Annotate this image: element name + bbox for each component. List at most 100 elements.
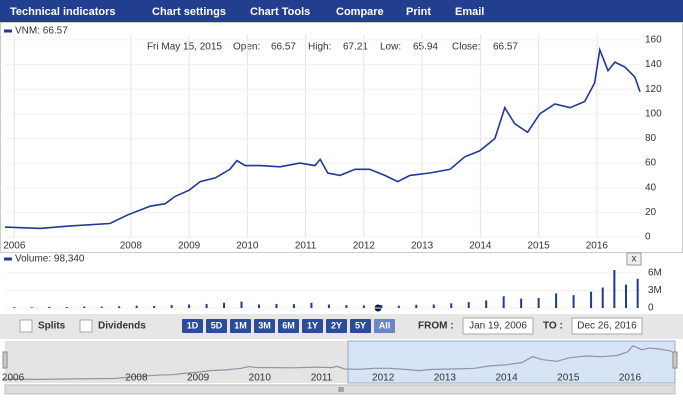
volume-bar [380, 305, 383, 308]
range-button-label[interactable]: 6M [282, 320, 295, 330]
navigator-handle[interactable] [672, 351, 678, 369]
y-tick-label: 80 [645, 133, 657, 144]
info-label: Close: [452, 42, 480, 53]
volume-bar [118, 306, 121, 308]
scrollbar-grip[interactable]: III [338, 387, 344, 394]
range-button[interactable] [230, 319, 251, 333]
navigator-tick-label: 2016 [619, 373, 642, 384]
info-value: 66.57 [271, 42, 296, 53]
price-line [4, 46, 641, 230]
volume-bar [485, 300, 488, 308]
navigator-line [3, 345, 676, 381]
volume-bar [450, 303, 453, 308]
y-tick-label: 100 [645, 108, 662, 119]
navigator-tick-label: 2010 [249, 373, 272, 384]
close-icon[interactable]: x [632, 254, 637, 265]
volume-bar [30, 307, 33, 308]
navigator-window[interactable] [347, 340, 676, 384]
volume-bar [83, 306, 86, 308]
range-button-label[interactable]: 2Y [331, 320, 342, 330]
range-button[interactable] [374, 319, 395, 333]
range-button[interactable] [302, 319, 323, 333]
date-input[interactable] [462, 317, 534, 335]
navigator-outside [5, 341, 348, 383]
volume-bar [258, 304, 260, 308]
range-button[interactable] [350, 319, 371, 333]
range-button[interactable] [182, 319, 203, 333]
volume-bar [625, 284, 628, 308]
volume-bar [345, 305, 348, 308]
menu-item[interactable]: Technical indicators [10, 6, 116, 18]
x-tick-label: 2006 [3, 241, 26, 252]
x-tick-label: 2013 [411, 241, 434, 252]
volume-bar [613, 270, 616, 308]
range-button[interactable] [254, 319, 275, 333]
info-value: 67.21 [343, 42, 368, 53]
volume-bar [65, 306, 68, 308]
range-button[interactable] [326, 319, 347, 333]
from-date[interactable]: Jan 19, 2006 [469, 321, 527, 332]
navigator-tick-label: 2012 [372, 373, 395, 384]
range-button-label[interactable]: 5D [211, 320, 223, 330]
volume-bar [48, 306, 51, 308]
range-button-label[interactable]: 5Y [355, 320, 366, 330]
navigator-tick-label: 2011 [311, 373, 333, 384]
navigator-tick-label: 2009 [187, 373, 210, 384]
checkbox[interactable] [79, 319, 93, 333]
x-tick-label: 2008 [120, 241, 143, 252]
to-date[interactable]: Dec 26, 2016 [577, 321, 637, 332]
y-tick-label: 60 [645, 158, 657, 169]
range-button-label[interactable]: 3M [258, 320, 271, 330]
range-button[interactable] [206, 319, 227, 333]
info-value: 66.57 [493, 42, 518, 53]
navigator-handle[interactable] [2, 351, 8, 369]
x-tick-label: 2011 [295, 241, 317, 252]
volume-bar [415, 304, 418, 308]
x-tick-label: 2016 [586, 241, 609, 252]
volume-bar [362, 305, 365, 308]
scrollbar-thumb[interactable] [4, 384, 676, 395]
range-button-label[interactable]: 1M [234, 320, 247, 330]
y-tick-label: 160 [645, 35, 662, 46]
volume-bar [502, 296, 505, 308]
volume-bar [240, 301, 243, 308]
volume-bar [432, 304, 435, 308]
checkbox-label[interactable]: Splits [38, 321, 66, 332]
volume-bar [170, 305, 173, 308]
menu-item[interactable]: Chart settings [152, 6, 226, 18]
close-button[interactable] [626, 252, 642, 266]
date-input[interactable] [571, 317, 643, 335]
x-tick-label: 2012 [353, 241, 376, 252]
range-button[interactable] [278, 319, 299, 333]
volume-bar [327, 304, 330, 308]
navigator-tick-label: 2013 [434, 373, 457, 384]
navigator-tick-label: 2015 [557, 373, 580, 384]
info-label: High: [308, 42, 331, 53]
volume-bar [601, 287, 604, 308]
menu-item[interactable]: Chart Tools [250, 6, 310, 18]
navigator-tick-label: 2006 [2, 373, 25, 384]
checkbox-label[interactable]: Dividends [98, 321, 146, 332]
range-button-label[interactable]: 1Y [307, 320, 318, 330]
y-tick-label: 0 [648, 303, 654, 314]
volume-bar [100, 306, 103, 308]
volume-bar [13, 307, 16, 308]
volume-bar [205, 303, 208, 308]
menu-item[interactable]: Print [406, 6, 431, 18]
volume-bar [275, 303, 278, 308]
from-label: FROM : [418, 321, 454, 332]
menu-item[interactable]: Email [455, 6, 484, 18]
x-tick-label: 2014 [469, 241, 492, 252]
x-tick-label: 2009 [178, 241, 201, 252]
range-button-label[interactable]: 1D [187, 320, 199, 330]
menu-item[interactable]: Compare [336, 6, 384, 18]
y-tick-label: 0 [645, 232, 651, 243]
y-tick-label: 140 [645, 59, 662, 70]
y-tick-label: 120 [645, 84, 662, 95]
volume-bar [223, 302, 226, 308]
range-button-label[interactable]: All [379, 320, 391, 330]
checkbox[interactable] [19, 319, 33, 333]
x-tick-label: 2015 [528, 241, 551, 252]
navigator-tick-label: 2014 [495, 373, 518, 384]
